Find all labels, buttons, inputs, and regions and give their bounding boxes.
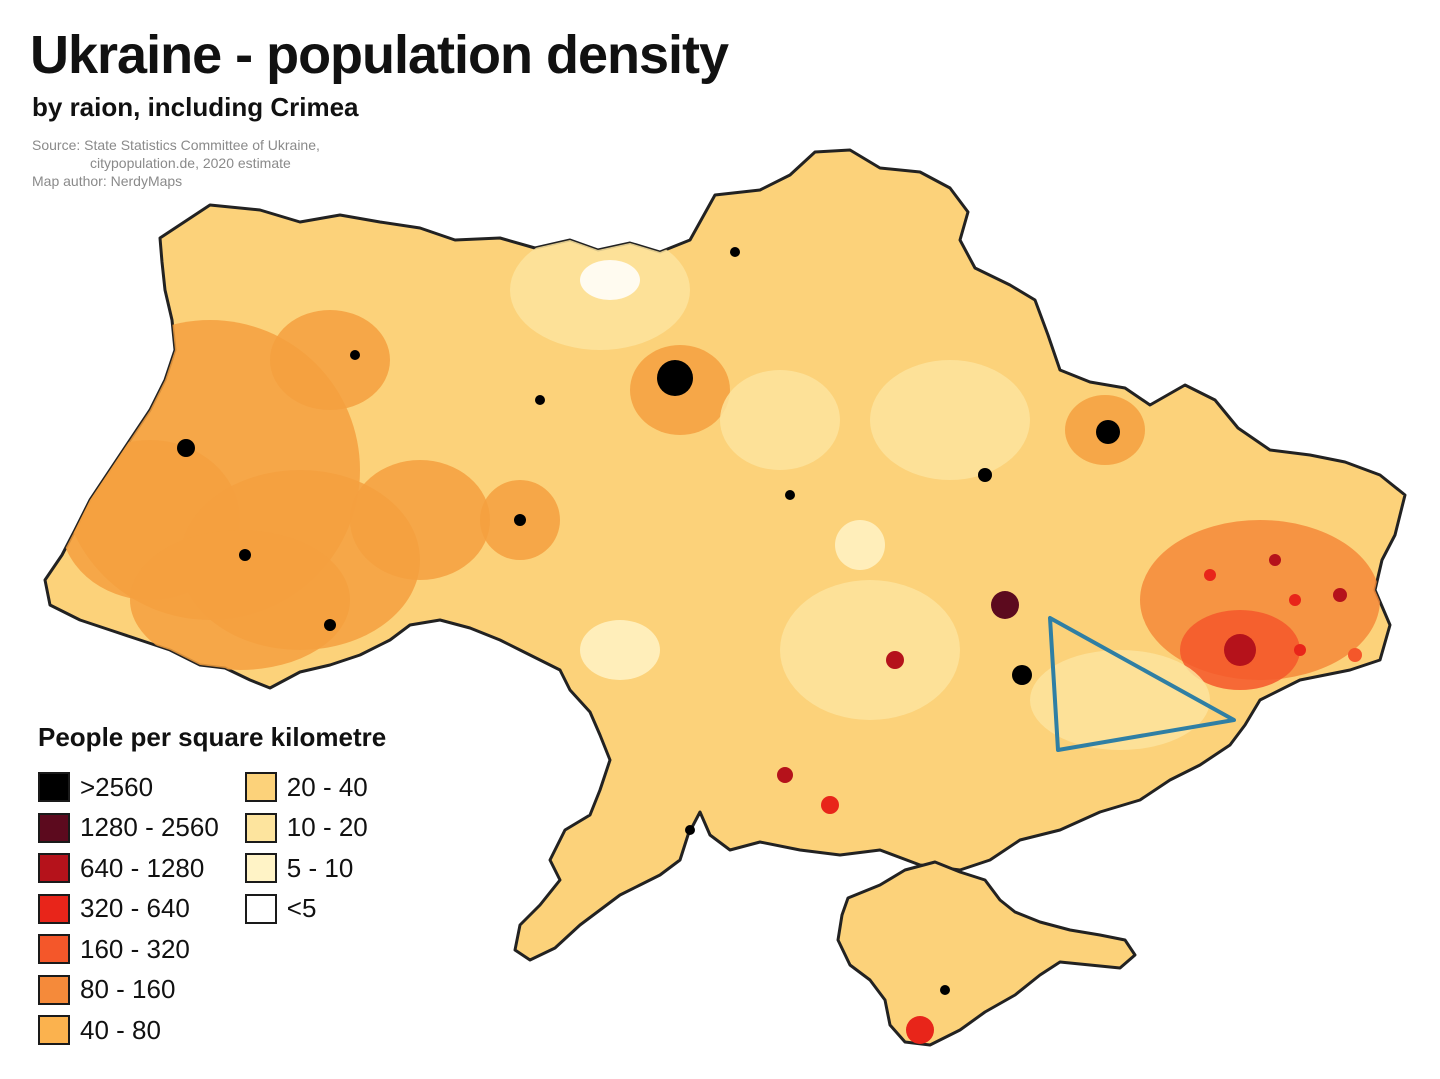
legend-label: 640 - 1280 bbox=[80, 852, 205, 883]
legend-label: <5 bbox=[286, 893, 317, 924]
legend-item: 640 - 1280 bbox=[38, 848, 219, 889]
city-marker bbox=[1204, 569, 1216, 581]
city-marker bbox=[777, 767, 793, 783]
legend-item: 1280 - 2560 bbox=[38, 808, 219, 849]
source-note: Source: State Statistics Committee of Uk… bbox=[32, 136, 320, 190]
city-marker bbox=[730, 247, 740, 257]
legend-swatch bbox=[38, 893, 70, 924]
legend-swatch bbox=[244, 812, 277, 843]
city-marker bbox=[785, 490, 795, 500]
map-title: Ukraine - population density bbox=[30, 25, 729, 85]
legend-item: 10 - 20 bbox=[244, 808, 368, 849]
legend-swatch bbox=[38, 974, 70, 1005]
legend-swatch bbox=[38, 853, 70, 884]
city-marker bbox=[1224, 634, 1256, 666]
density-patch bbox=[870, 360, 1030, 480]
legend-item: 20 - 40 bbox=[244, 767, 368, 808]
city-marker bbox=[978, 468, 992, 482]
legend-column-high: >2560 1280 - 2560 640 - 1280 320 - 640 160 -… bbox=[38, 767, 219, 1051]
city-marker bbox=[1294, 644, 1306, 656]
density-patch bbox=[270, 310, 390, 410]
city-marker bbox=[940, 985, 950, 995]
city-marker bbox=[906, 1016, 934, 1044]
city-marker bbox=[177, 439, 195, 457]
legend-label: 1280 - 2560 bbox=[80, 812, 219, 843]
city-marker bbox=[1333, 588, 1347, 602]
legend-label: 320 - 640 bbox=[80, 893, 190, 924]
city-marker bbox=[1348, 648, 1362, 662]
legend-label: 40 - 80 bbox=[80, 1014, 161, 1045]
density-patch bbox=[1030, 650, 1210, 750]
density-patch bbox=[580, 260, 640, 300]
density-patch bbox=[835, 520, 885, 570]
legend-swatch bbox=[38, 1015, 70, 1046]
city-markers bbox=[177, 247, 1362, 1044]
legend-label: 20 - 40 bbox=[286, 771, 368, 802]
city-marker bbox=[821, 796, 839, 814]
legend-item: 40 - 80 bbox=[38, 1010, 219, 1051]
city-marker bbox=[324, 619, 336, 631]
legend-swatch bbox=[244, 893, 277, 924]
legend-item: 5 - 10 bbox=[244, 848, 368, 889]
source-line-2: citypopulation.de, 2020 estimate bbox=[90, 155, 291, 171]
legend: People per square kilometre >2560 1280 - … bbox=[38, 722, 386, 1051]
legend-item: <5 bbox=[244, 889, 368, 930]
city-marker bbox=[535, 395, 545, 405]
density-patches bbox=[60, 230, 1380, 750]
city-marker bbox=[886, 651, 904, 669]
legend-label: 160 - 320 bbox=[80, 933, 190, 964]
legend-label: 5 - 10 bbox=[286, 852, 354, 883]
legend-item: >2560 bbox=[38, 767, 219, 808]
city-marker bbox=[239, 549, 251, 561]
city-marker bbox=[685, 825, 695, 835]
legend-swatch bbox=[38, 812, 70, 843]
map-author: Map author: NerdyMaps bbox=[32, 173, 183, 189]
density-patch bbox=[720, 370, 840, 470]
density-patch bbox=[580, 620, 660, 680]
legend-column-low: 20 - 40 10 - 20 5 - 10 <5 bbox=[244, 767, 368, 1051]
legend-label: >2560 bbox=[80, 771, 154, 802]
legend-item: 80 - 160 bbox=[38, 970, 219, 1011]
legend-item: 160 - 320 bbox=[38, 929, 219, 970]
city-marker bbox=[1012, 665, 1032, 685]
city-marker bbox=[1096, 420, 1120, 444]
source-line-1: Source: State Statistics Committee of Uk… bbox=[32, 137, 320, 153]
city-marker bbox=[350, 350, 360, 360]
city-marker bbox=[657, 360, 693, 396]
legend-title: People per square kilometre bbox=[38, 722, 387, 752]
legend-swatch bbox=[244, 772, 277, 803]
city-marker bbox=[1289, 594, 1301, 606]
city-marker bbox=[991, 591, 1019, 619]
city-marker bbox=[514, 514, 526, 526]
legend-label: 80 - 160 bbox=[80, 974, 176, 1005]
density-patch bbox=[780, 580, 960, 720]
density-patch bbox=[130, 530, 350, 670]
legend-swatch bbox=[38, 772, 70, 803]
density-patch bbox=[350, 460, 490, 580]
city-marker bbox=[1269, 554, 1281, 566]
legend-label: 10 - 20 bbox=[286, 812, 368, 843]
map-subtitle: by raion, including Crimea bbox=[32, 92, 359, 122]
legend-swatch bbox=[244, 853, 277, 884]
crimea bbox=[836, 860, 1137, 1047]
legend-item: 320 - 640 bbox=[38, 889, 219, 930]
highlight-triangle bbox=[1048, 616, 1236, 752]
legend-swatch bbox=[38, 934, 70, 965]
